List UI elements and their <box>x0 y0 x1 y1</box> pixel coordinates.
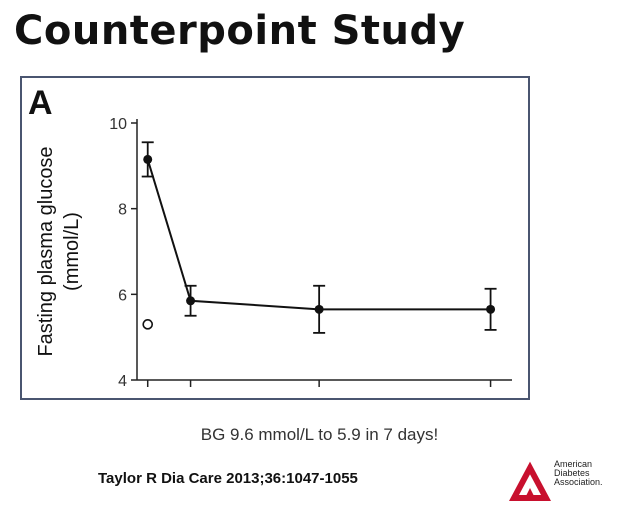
ada-logo: American Diabetes Association. <box>508 452 626 502</box>
slide-title: Counterpoint Study <box>14 8 466 54</box>
y-tick-label: 4 <box>118 373 127 390</box>
slide-caption: BG 9.6 mmol/L to 5.9 in 7 days! <box>200 425 439 444</box>
ada-wordmark-line: Diabetes <box>554 468 590 478</box>
ada-triangle-icon <box>509 461 551 501</box>
series-line <box>146 159 491 311</box>
data-point <box>186 296 196 306</box>
panel-label: A <box>28 84 53 122</box>
y-axis-unit-label: (mmol/L) <box>61 212 83 291</box>
ada-wordmark-line: Association. <box>554 477 603 487</box>
data-point <box>486 304 496 314</box>
ada-wordmark-line: American <box>554 459 593 469</box>
citation: Taylor R Dia Care 2013;36:1047-1055 <box>98 470 358 487</box>
y-tick-label: 8 <box>118 202 127 219</box>
chart-panel: A Fasting plasma glucose (mmol/L) 4 6 8 10 <box>20 76 530 400</box>
data-point <box>143 154 153 164</box>
y-axis-label: Fasting plasma glucose <box>35 146 57 356</box>
fasting-glucose-chart: A Fasting plasma glucose (mmol/L) 4 6 8 10 <box>28 84 512 390</box>
y-tick-label: 6 <box>118 287 127 304</box>
data-point-open <box>142 319 154 330</box>
y-tick-label: 10 <box>109 116 127 133</box>
ada-wordmark: American Diabetes Association. <box>554 460 603 487</box>
data-point <box>314 304 324 314</box>
